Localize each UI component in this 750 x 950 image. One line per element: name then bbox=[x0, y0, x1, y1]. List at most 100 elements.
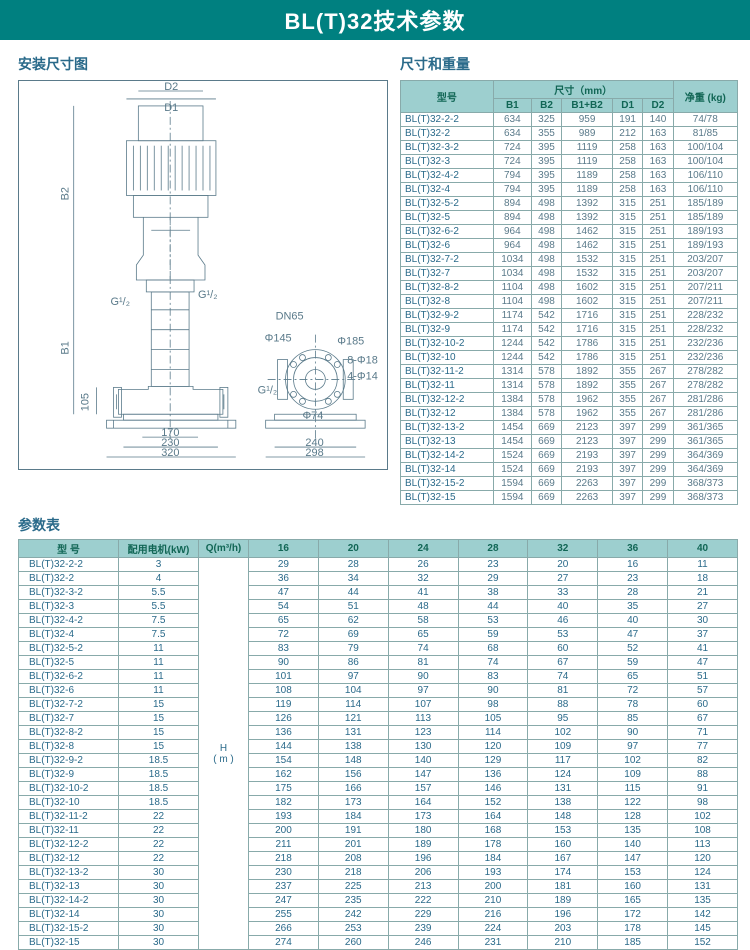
cell-value: 258 bbox=[613, 183, 643, 197]
cell-value: 1892 bbox=[562, 379, 613, 393]
table-row: BL(T)32-1415246692193397299364/369 bbox=[401, 463, 738, 477]
cell-value: 669 bbox=[531, 435, 561, 449]
cell-value: 267 bbox=[643, 365, 673, 379]
cell-value: 72 bbox=[598, 684, 668, 698]
cell-model: BL(T)32-2-2 bbox=[401, 113, 494, 127]
cell-value: 231 bbox=[458, 936, 528, 950]
cell-value: 189/193 bbox=[673, 225, 737, 239]
cell-value: 131 bbox=[668, 880, 738, 894]
page-title: BL(T)32技术参数 bbox=[0, 0, 750, 40]
cell-kw: 30 bbox=[119, 922, 199, 936]
cell-value: 299 bbox=[643, 491, 673, 505]
table-row: BL(T)32-6-29644981462315251189/193 bbox=[401, 225, 738, 239]
cell-value: 207/211 bbox=[673, 295, 737, 309]
cell-value: 278/282 bbox=[673, 365, 737, 379]
th-B1+B2: B1+B2 bbox=[562, 99, 613, 113]
cell-value: 578 bbox=[531, 393, 561, 407]
cell-value: 2123 bbox=[562, 421, 613, 435]
cell-value: 185/189 bbox=[673, 211, 737, 225]
cell-value: 2263 bbox=[562, 491, 613, 505]
cell-value: 184 bbox=[458, 852, 528, 866]
cell-value: 146 bbox=[458, 782, 528, 796]
table-row: BL(T)32-37243951119258163100/104 bbox=[401, 155, 738, 169]
cell-value: 185/189 bbox=[673, 197, 737, 211]
cell-value: 163 bbox=[643, 141, 673, 155]
cell-kw: 3 bbox=[119, 558, 199, 572]
table-row: BL(T)32-1113145781892355267278/282 bbox=[401, 379, 738, 393]
cell-value: 315 bbox=[613, 337, 643, 351]
cell-value: 105 bbox=[458, 712, 528, 726]
cell-value: 397 bbox=[613, 463, 643, 477]
cell-value: 164 bbox=[458, 810, 528, 824]
cell-value: 1602 bbox=[562, 295, 613, 309]
cell-value: 138 bbox=[318, 740, 388, 754]
cell-value: 81 bbox=[388, 656, 458, 670]
cell-value: 278/282 bbox=[673, 379, 737, 393]
cell-kw: 18.5 bbox=[119, 796, 199, 810]
cell-value: 1104 bbox=[493, 281, 531, 295]
cell-value: 124 bbox=[528, 768, 598, 782]
cell-model: BL(T)32-8 bbox=[19, 740, 119, 754]
cell-model: BL(T)32-9-2 bbox=[401, 309, 494, 323]
cell-value: 20 bbox=[528, 558, 598, 572]
cell-value: 299 bbox=[643, 477, 673, 491]
cell-value: 115 bbox=[598, 782, 668, 796]
table-row: BL(T)32-911745421716315251228/232 bbox=[401, 323, 738, 337]
cell-model: BL(T)32-7-2 bbox=[19, 698, 119, 712]
cell-value: 91 bbox=[668, 782, 738, 796]
table-row: BL(T)32-710344981532315251203/207 bbox=[401, 267, 738, 281]
table-row: BL(T)32-47.572696559534737 bbox=[19, 628, 738, 642]
cell-value: 74/78 bbox=[673, 113, 737, 127]
cell-value: 315 bbox=[613, 281, 643, 295]
cell-value: 90 bbox=[458, 684, 528, 698]
cell-value: 162 bbox=[249, 768, 319, 782]
cell-value: 98 bbox=[668, 796, 738, 810]
cell-value: 274 bbox=[249, 936, 319, 950]
cell-value: 669 bbox=[531, 491, 561, 505]
th-model2: 型 号 bbox=[19, 540, 119, 558]
cell-model: BL(T)32-11-2 bbox=[19, 810, 119, 824]
cell-value: 242 bbox=[318, 908, 388, 922]
cell-value: 106/110 bbox=[673, 169, 737, 183]
cell-value: 315 bbox=[613, 253, 643, 267]
svg-text:8-Φ18: 8-Φ18 bbox=[347, 355, 378, 367]
cell-model: BL(T)32-2 bbox=[19, 572, 119, 586]
cell-value: 251 bbox=[643, 295, 673, 309]
th-q: 32 bbox=[528, 540, 598, 558]
cell-value: 44 bbox=[318, 586, 388, 600]
cell-value: 101 bbox=[249, 670, 319, 684]
cell-kw: 30 bbox=[119, 936, 199, 950]
cell-value: 1594 bbox=[493, 477, 531, 491]
cell-value: 218 bbox=[249, 852, 319, 866]
cell-model: BL(T)32-12-2 bbox=[19, 838, 119, 852]
cell-value: 119 bbox=[249, 698, 319, 712]
cell-value: 82 bbox=[668, 754, 738, 768]
cell-value: 255 bbox=[249, 908, 319, 922]
cell-value: 163 bbox=[643, 183, 673, 197]
cell-value: 88 bbox=[668, 768, 738, 782]
cell-value: 37 bbox=[668, 628, 738, 642]
cell-value: 60 bbox=[668, 698, 738, 712]
cell-value: 152 bbox=[458, 796, 528, 810]
th-D1: D1 bbox=[613, 99, 643, 113]
cell-value: 251 bbox=[643, 351, 673, 365]
cell-value: 258 bbox=[613, 169, 643, 183]
table-row: BL(T)32-12-213845781962355267281/286 bbox=[401, 393, 738, 407]
cell-value: 153 bbox=[598, 866, 668, 880]
cell-value: 41 bbox=[388, 586, 458, 600]
cell-value: 67 bbox=[668, 712, 738, 726]
cell-value: 299 bbox=[643, 435, 673, 449]
cell-model: BL(T)32-6-2 bbox=[19, 670, 119, 684]
svg-text:B2: B2 bbox=[60, 187, 72, 200]
cell-value: 260 bbox=[318, 936, 388, 950]
table-row: BL(T)32-8-2151361311231141029071 bbox=[19, 726, 738, 740]
cell-value: 397 bbox=[613, 449, 643, 463]
cell-value: 239 bbox=[388, 922, 458, 936]
cell-value: 299 bbox=[643, 463, 673, 477]
cell-kw: 11 bbox=[119, 670, 199, 684]
cell-value: 122 bbox=[598, 796, 668, 810]
table-row: BL(T)32-15-215946692263397299368/373 bbox=[401, 477, 738, 491]
cell-value: 355 bbox=[613, 407, 643, 421]
cell-value: 794 bbox=[493, 169, 531, 183]
table-row: BL(T)32-1018.518217316415213812298 bbox=[19, 796, 738, 810]
